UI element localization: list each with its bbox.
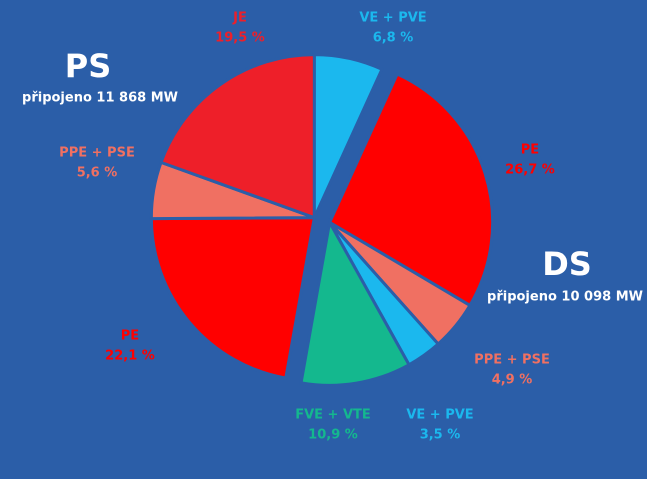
- group-name: DS: [542, 245, 592, 283]
- pie-slice: [299, 217, 412, 387]
- slice-value-label: 22,1 %: [105, 349, 155, 364]
- group-note: připojeno 11 868 MW: [22, 91, 178, 106]
- slice-value-label: 4,9 %: [492, 373, 533, 388]
- slice-label: PPE + PSE: [59, 146, 135, 161]
- slice-label: VE + PVE: [359, 11, 426, 26]
- pie-slice: [312, 53, 384, 219]
- slice-label: JE: [232, 11, 247, 26]
- slice-value-label: 10,9 %: [308, 428, 358, 443]
- pie-slice: [327, 72, 495, 308]
- group-name: PS: [65, 47, 112, 85]
- group-note: připojeno 10 098 MW: [487, 290, 643, 305]
- slice-label: PPE + PSE: [474, 353, 550, 368]
- slice-value-label: 19,5 %: [215, 31, 265, 46]
- slice-label: FVE + VTE: [295, 408, 371, 423]
- pie-slice: [149, 216, 317, 380]
- slice-value-label: 3,5 %: [420, 428, 461, 443]
- slice-value-label: 6,8 %: [373, 31, 414, 46]
- slice-label: PE: [521, 143, 539, 158]
- slice-value-label: 26,7 %: [505, 163, 555, 178]
- slice-label: PE: [121, 329, 139, 344]
- slice-value-label: 5,6 %: [77, 166, 118, 181]
- pie-slice: [159, 53, 316, 220]
- slice-label: VE + PVE: [406, 408, 473, 423]
